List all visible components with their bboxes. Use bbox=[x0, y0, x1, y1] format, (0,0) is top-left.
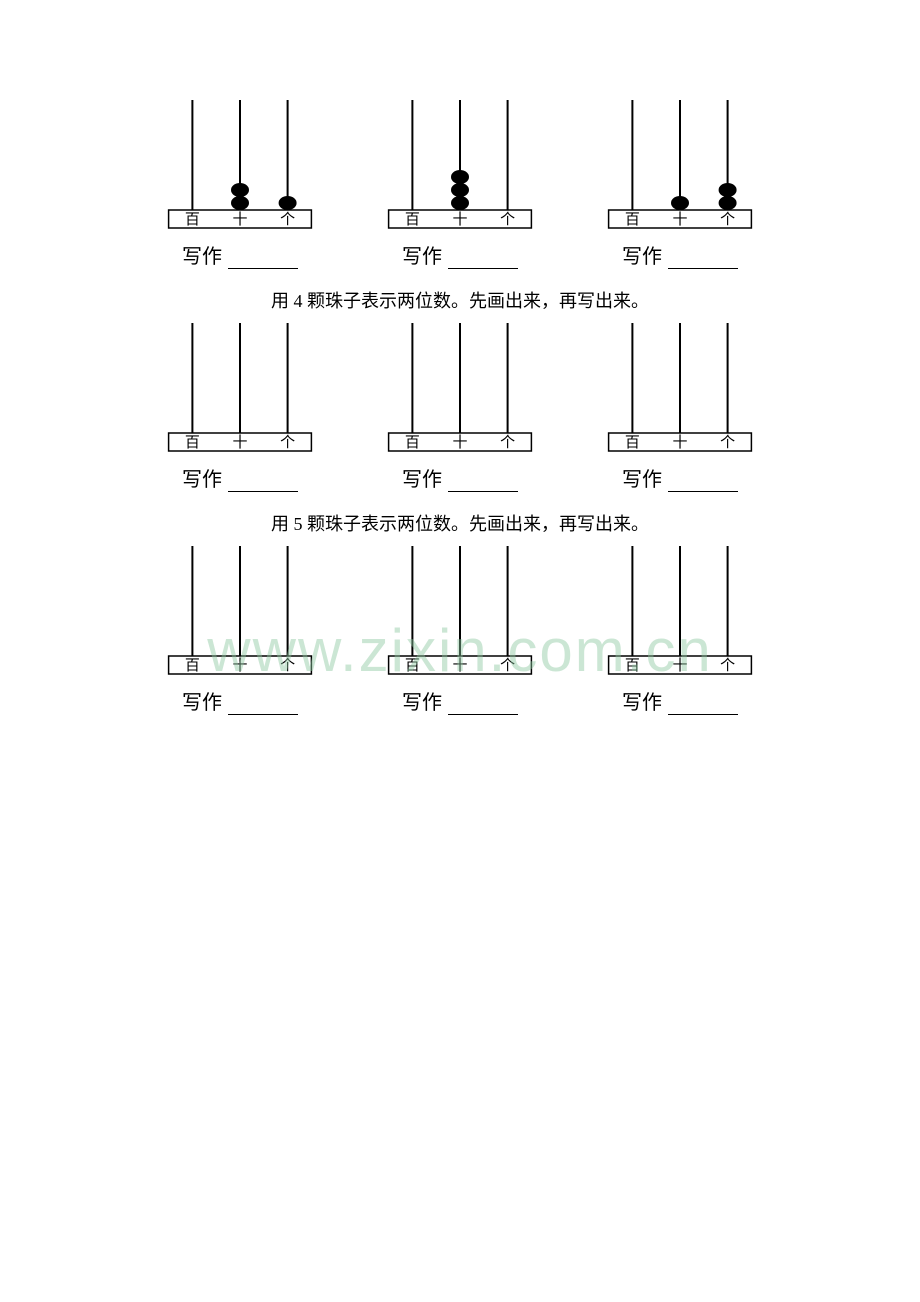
write-label: 写作 bbox=[402, 686, 442, 715]
instruction-row3: 用 5 颗珠子表示两位数。先画出来，再写出来。 bbox=[0, 510, 920, 536]
svg-text:百: 百 bbox=[185, 212, 200, 228]
svg-text:个: 个 bbox=[280, 434, 295, 451]
svg-text:百: 百 bbox=[625, 658, 640, 674]
abacus-diagram: 百十个 bbox=[375, 323, 545, 453]
abacus-unit: 百 十 个写作 bbox=[375, 546, 545, 715]
abacus-row-1: 百 十 个写作 百 十 个写作 百 十 个写作 bbox=[0, 100, 920, 269]
abacus-unit: 百 十 个写作 bbox=[595, 100, 765, 269]
abacus-row-3: 百 十 个写作 百 十 个写作 百 十 个写作 bbox=[0, 546, 920, 715]
write-line: 写作 bbox=[182, 463, 298, 492]
write-line: 写作 bbox=[622, 240, 738, 269]
svg-text:个: 个 bbox=[280, 211, 295, 228]
svg-text:十: 十 bbox=[452, 657, 467, 674]
write-line: 写作 bbox=[402, 686, 518, 715]
svg-text:百: 百 bbox=[185, 435, 200, 451]
abacus-unit: 百 十 个写作 bbox=[595, 546, 765, 715]
answer-blank[interactable] bbox=[228, 697, 298, 715]
write-label: 写作 bbox=[182, 463, 222, 492]
svg-text:百: 百 bbox=[405, 435, 420, 451]
svg-text:百: 百 bbox=[625, 435, 640, 451]
svg-text:十: 十 bbox=[672, 657, 687, 674]
write-line: 写作 bbox=[622, 686, 738, 715]
svg-text:十: 十 bbox=[672, 211, 687, 228]
svg-text:个: 个 bbox=[720, 434, 735, 451]
svg-text:十: 十 bbox=[232, 657, 247, 674]
abacus-diagram: 百十个 bbox=[375, 100, 545, 230]
abacus-unit: 百 十 个写作 bbox=[375, 100, 545, 269]
svg-text:百: 百 bbox=[405, 212, 420, 228]
abacus-unit: 百 十 个写作 bbox=[155, 546, 325, 715]
answer-blank[interactable] bbox=[668, 697, 738, 715]
instruction-row2: 用 4 颗珠子表示两位数。先画出来，再写出来。 bbox=[0, 287, 920, 313]
abacus-unit: 百 十 个写作 bbox=[375, 323, 545, 492]
svg-text:百: 百 bbox=[625, 212, 640, 228]
write-label: 写作 bbox=[622, 240, 662, 269]
svg-text:个: 个 bbox=[500, 434, 515, 451]
answer-blank[interactable] bbox=[228, 474, 298, 492]
svg-text:十: 十 bbox=[452, 211, 467, 228]
write-label: 写作 bbox=[402, 463, 442, 492]
svg-text:十: 十 bbox=[232, 211, 247, 228]
abacus-diagram: 百十个 bbox=[595, 546, 765, 676]
write-line: 写作 bbox=[182, 240, 298, 269]
write-label: 写作 bbox=[402, 240, 442, 269]
svg-text:十: 十 bbox=[232, 434, 247, 451]
worksheet-page: 百十个写作百十个写作百十个写作 用 4 颗珠子表示两位数。先画出来，再写出来。 … bbox=[0, 0, 920, 1302]
svg-text:个: 个 bbox=[500, 657, 515, 674]
svg-text:个: 个 bbox=[720, 657, 735, 674]
write-label: 写作 bbox=[182, 240, 222, 269]
abacus-diagram: 百十个 bbox=[595, 100, 765, 230]
abacus-diagram: 百十个 bbox=[155, 546, 325, 676]
write-label: 写作 bbox=[622, 463, 662, 492]
answer-blank[interactable] bbox=[228, 251, 298, 269]
write-label: 写作 bbox=[622, 686, 662, 715]
answer-blank[interactable] bbox=[448, 697, 518, 715]
write-label: 写作 bbox=[182, 686, 222, 715]
svg-text:个: 个 bbox=[720, 211, 735, 228]
svg-text:百: 百 bbox=[185, 658, 200, 674]
abacus-diagram: 百十个 bbox=[155, 100, 325, 230]
write-line: 写作 bbox=[402, 463, 518, 492]
svg-text:十: 十 bbox=[672, 434, 687, 451]
abacus-unit: 百 十 个写作 bbox=[155, 100, 325, 269]
write-line: 写作 bbox=[182, 686, 298, 715]
answer-blank[interactable] bbox=[668, 474, 738, 492]
abacus-row-2: 百 十 个写作 百 十 个写作 百 十 个写作 bbox=[0, 323, 920, 492]
write-line: 写作 bbox=[622, 463, 738, 492]
abacus-diagram: 百十个 bbox=[155, 323, 325, 453]
abacus-unit: 百 十 个写作 bbox=[155, 323, 325, 492]
svg-text:个: 个 bbox=[280, 657, 295, 674]
svg-text:十: 十 bbox=[452, 434, 467, 451]
answer-blank[interactable] bbox=[448, 474, 518, 492]
svg-text:百: 百 bbox=[405, 658, 420, 674]
answer-blank[interactable] bbox=[668, 251, 738, 269]
write-line: 写作 bbox=[402, 240, 518, 269]
abacus-diagram: 百十个 bbox=[375, 546, 545, 676]
svg-text:个: 个 bbox=[500, 211, 515, 228]
answer-blank[interactable] bbox=[448, 251, 518, 269]
abacus-unit: 百 十 个写作 bbox=[595, 323, 765, 492]
abacus-diagram: 百十个 bbox=[595, 323, 765, 453]
